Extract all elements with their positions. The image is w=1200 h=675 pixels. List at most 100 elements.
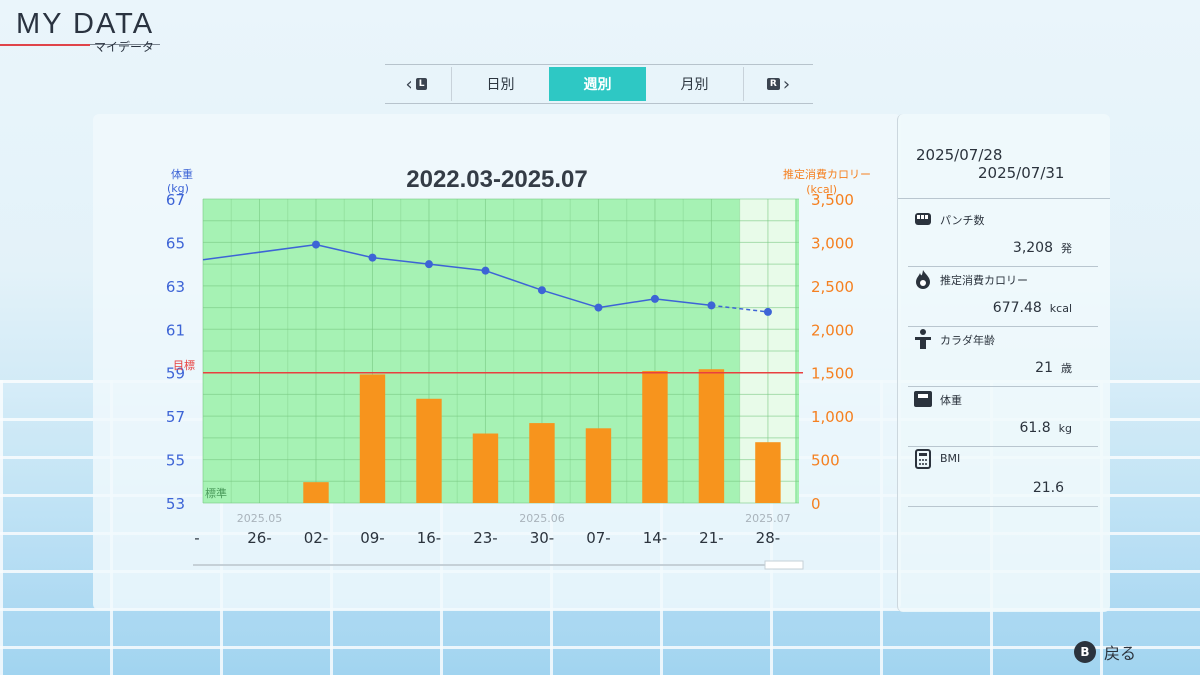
x-axis-tick: 28- [756,529,781,547]
left-axis-tick: 57 [166,408,185,426]
stat-label: BMI [940,452,961,465]
right-axis-tick: 1,500 [811,365,854,383]
right-axis-tick: 2,000 [811,321,854,339]
stat-divider [908,266,1098,267]
x-axis-tick: 14- [643,529,668,547]
weight-point [368,253,377,262]
right-axis-unit: (kcal) [806,183,837,196]
stat-value: 677.48 kcal [992,300,1072,316]
stat-divider [908,386,1098,387]
weight-line-segment [372,256,430,265]
x-axis-tick: 26- [247,529,272,547]
left-axis-tick: 67 [166,191,185,209]
chart-title: 2022.03-2025.07 [406,166,588,193]
left-axis-tick: 65 [166,234,185,252]
summary-divider [898,198,1110,199]
stat-label: 体重 [940,394,962,407]
left-axis-label: 体重 [171,167,193,181]
body-icon [915,329,931,349]
page-subtitle: マイデータ [94,40,155,54]
stat-weight: 体重 61.8 kg [908,388,1098,447]
x-axis-tick: 21- [699,529,724,547]
weight-point [594,303,603,312]
stat-divider [908,506,1098,507]
stat-value: 61.8 kg [1019,420,1072,436]
month-label: 2025.07 [745,512,791,525]
right-axis-tick: 500 [811,452,840,470]
page-title: MY DATA [16,8,155,40]
calorie-bar [698,369,725,503]
weight-line-segment [654,298,712,307]
weight-line-segment [202,243,317,261]
stat-label: 推定消費カロリー [940,274,1028,287]
title-underline [0,44,90,46]
x-axis-tick: 07- [586,529,611,547]
weight-point [763,307,772,316]
standard-label: 標準 [205,486,227,500]
tab-daily[interactable]: 日別 [486,77,515,93]
weight-line-segment [598,298,656,309]
x-axis-tick: 09- [360,529,385,547]
calorie-bar [529,423,555,503]
weight-point [311,240,320,249]
left-axis-tick: 53 [166,495,185,513]
summary-panel: 2025/07/28 2025/07/31 パンチ数 3,208 発 推定消費カロ… [897,114,1110,612]
stat-value: 21.6 [1032,480,1064,496]
weight-point [650,294,659,303]
left-axis-tick: 55 [166,452,185,470]
scrollbar-thumb[interactable] [764,560,804,570]
tab-weekly[interactable]: 週別 [549,67,646,101]
x-axis-tick: 16- [417,529,442,547]
right-axis-tick: 0 [811,495,821,513]
calorie-bar [416,398,442,503]
left-axis-tick: 63 [166,278,185,296]
month-label: 2025.06 [519,512,565,525]
back-label: 戻る [1104,644,1137,663]
stat-divider [908,326,1098,327]
r-button-icon: R [766,78,780,90]
left-axis-tick: 59 [166,365,185,383]
chevron-right-icon: › [782,73,791,95]
stat-punch-count: パンチ数 3,208 発 [908,208,1098,267]
l-button-icon: L [415,78,428,90]
right-axis-tick: 3,500 [811,191,854,209]
chart-panel: 2022.03-2025.07 67 65 63 61 59 57 55 53 体重 (kg) 目標… [93,114,901,610]
calorie-bar [303,482,329,503]
title-underline-gray [90,44,160,45]
right-axis-label: 推定消費カロリー [783,167,871,181]
stat-label: パンチ数 [940,214,985,227]
calorie-bar [472,433,499,503]
next-tab-button[interactable]: R › [743,67,810,101]
calculator-icon [915,449,931,469]
weight-line-segment [428,263,486,272]
calorie-bar [642,370,668,503]
left-axis-tick: 61 [166,321,185,339]
right-axis-tick: 1,000 [811,408,854,426]
stat-body-age: カラダ年齢 21 歳 [908,328,1098,387]
weekly-chart: 67 65 63 61 59 57 55 53 体重(kg) 目標 3,500 3,000 2,500 2… [166,167,871,570]
period-tabs: ‹ L 日別 週別 月別 R › [385,64,813,104]
prev-tab-button[interactable]: ‹ L [385,67,452,101]
stat-value: 21 歳 [1035,360,1072,376]
goal-label: 目標 [173,358,195,372]
x-axis-tick: - [194,529,199,547]
weight-line-segment [711,304,769,313]
left-axis-unit: (kg) [167,182,189,195]
x-axis-tick: 23- [473,529,498,547]
scale-icon [914,391,932,407]
stat-bmi: BMI 21.6 [908,448,1098,507]
flame-icon [916,270,930,289]
back-button[interactable]: B 戻る [1074,640,1136,664]
calorie-bar [359,374,386,503]
fist-icon [915,213,931,225]
weight-line-segment [541,289,599,309]
tab-monthly[interactable]: 月別 [680,77,709,93]
stat-divider [908,446,1098,447]
x-axis-tick: 02- [304,529,329,547]
calorie-bar [755,442,781,503]
x-axis-tick: 30- [530,529,555,547]
weight-line-segment [315,243,373,259]
month-label: 2025.05 [237,512,283,525]
date-to: 2025/07/31 [978,164,1065,182]
stat-value: 3,208 発 [1012,240,1072,256]
